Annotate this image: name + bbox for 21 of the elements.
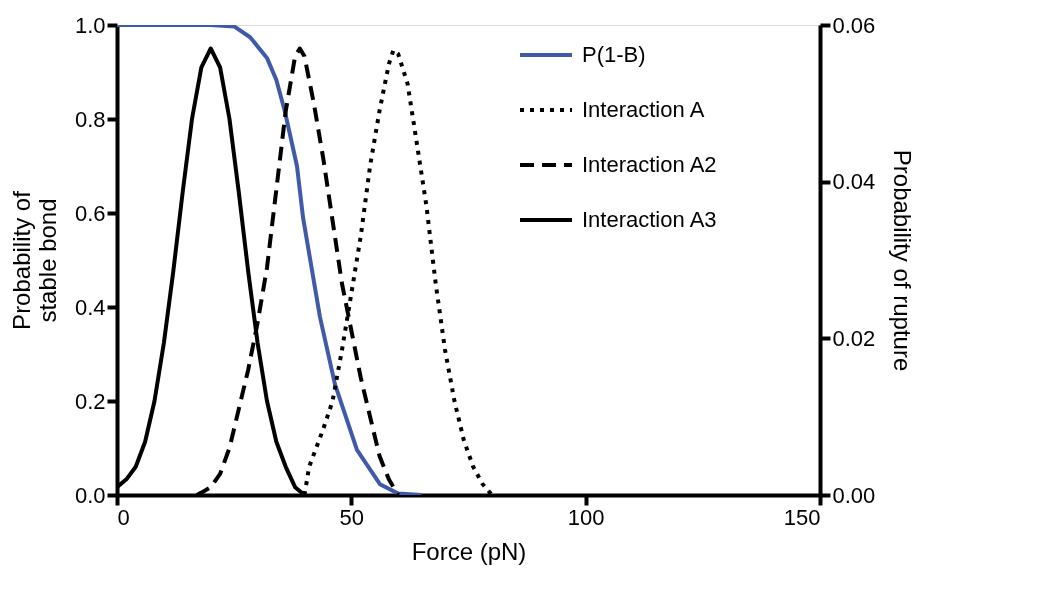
y2-axis-title: Probability of rupture <box>889 149 917 372</box>
y-tick-label: 0.0 <box>74 482 106 508</box>
y2-tick-label: 0.06 <box>832 12 876 38</box>
y-tick-label: 0.2 <box>74 388 106 414</box>
legend-label: Interaction A2 <box>582 152 717 177</box>
legend-label: Interaction A <box>582 97 705 122</box>
y2-tick-label: 0.04 <box>832 169 876 195</box>
x-tick-label: 150 <box>783 504 821 530</box>
y-tick-label: 0.4 <box>74 294 106 320</box>
y2-tick-label: 0.02 <box>832 325 876 351</box>
x-axis-title: Force (pN) <box>411 537 527 565</box>
y-tick-label: 1.0 <box>74 12 106 38</box>
y-axis-title: Probability of stable bond <box>7 190 61 330</box>
y-tick-label: 0.6 <box>74 200 106 226</box>
legend-label: Interaction A3 <box>582 207 717 232</box>
y2-tick-label: 0.00 <box>832 482 876 508</box>
x-tick-label: 50 <box>339 504 365 530</box>
x-tick-label: 0 <box>117 504 130 530</box>
x-tick-label: 100 <box>567 504 605 530</box>
legend-label: P(1-B) <box>582 42 646 67</box>
y-tick-label: 0.8 <box>74 106 106 132</box>
